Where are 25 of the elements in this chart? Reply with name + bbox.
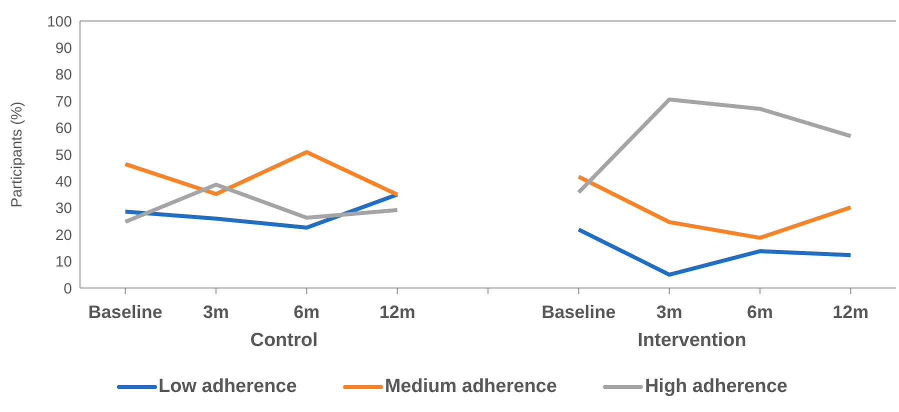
x-tick-label: 3m bbox=[656, 302, 682, 322]
x-tick-label: 3m bbox=[202, 302, 230, 322]
y-tick-label: 90 bbox=[55, 40, 72, 58]
y-tick-label: 30 bbox=[55, 200, 72, 218]
legend-label: High adherence bbox=[644, 376, 788, 398]
y-tick-label: 0 bbox=[64, 280, 72, 298]
y-tick-label: 60 bbox=[55, 120, 72, 138]
x-tick-label: 12m bbox=[832, 302, 869, 322]
legend-label: Low adherence bbox=[158, 376, 297, 398]
y-tick-label: 40 bbox=[55, 174, 72, 191]
legend-label: Medium adherence bbox=[384, 376, 557, 398]
x-tick-label: 6m bbox=[294, 302, 320, 322]
x-tick-label: Baseline bbox=[542, 302, 616, 322]
x-tick-label: Baseline bbox=[88, 302, 162, 322]
y-tick-label: 10 bbox=[55, 254, 72, 271]
y-tick-label: 80 bbox=[55, 66, 72, 84]
y-axis-title: Participants (%) bbox=[8, 102, 26, 208]
y-tick-label: 70 bbox=[55, 93, 72, 110]
x-tick-label: 6m bbox=[746, 302, 774, 322]
y-tick-label: 50 bbox=[55, 146, 72, 164]
x-tick-label: 12m bbox=[379, 302, 416, 322]
text: Control bbox=[249, 330, 319, 352]
y-tick-label: 20 bbox=[55, 226, 72, 244]
text: Intervention bbox=[636, 330, 748, 352]
y-tick-label: 100 bbox=[46, 13, 72, 30]
